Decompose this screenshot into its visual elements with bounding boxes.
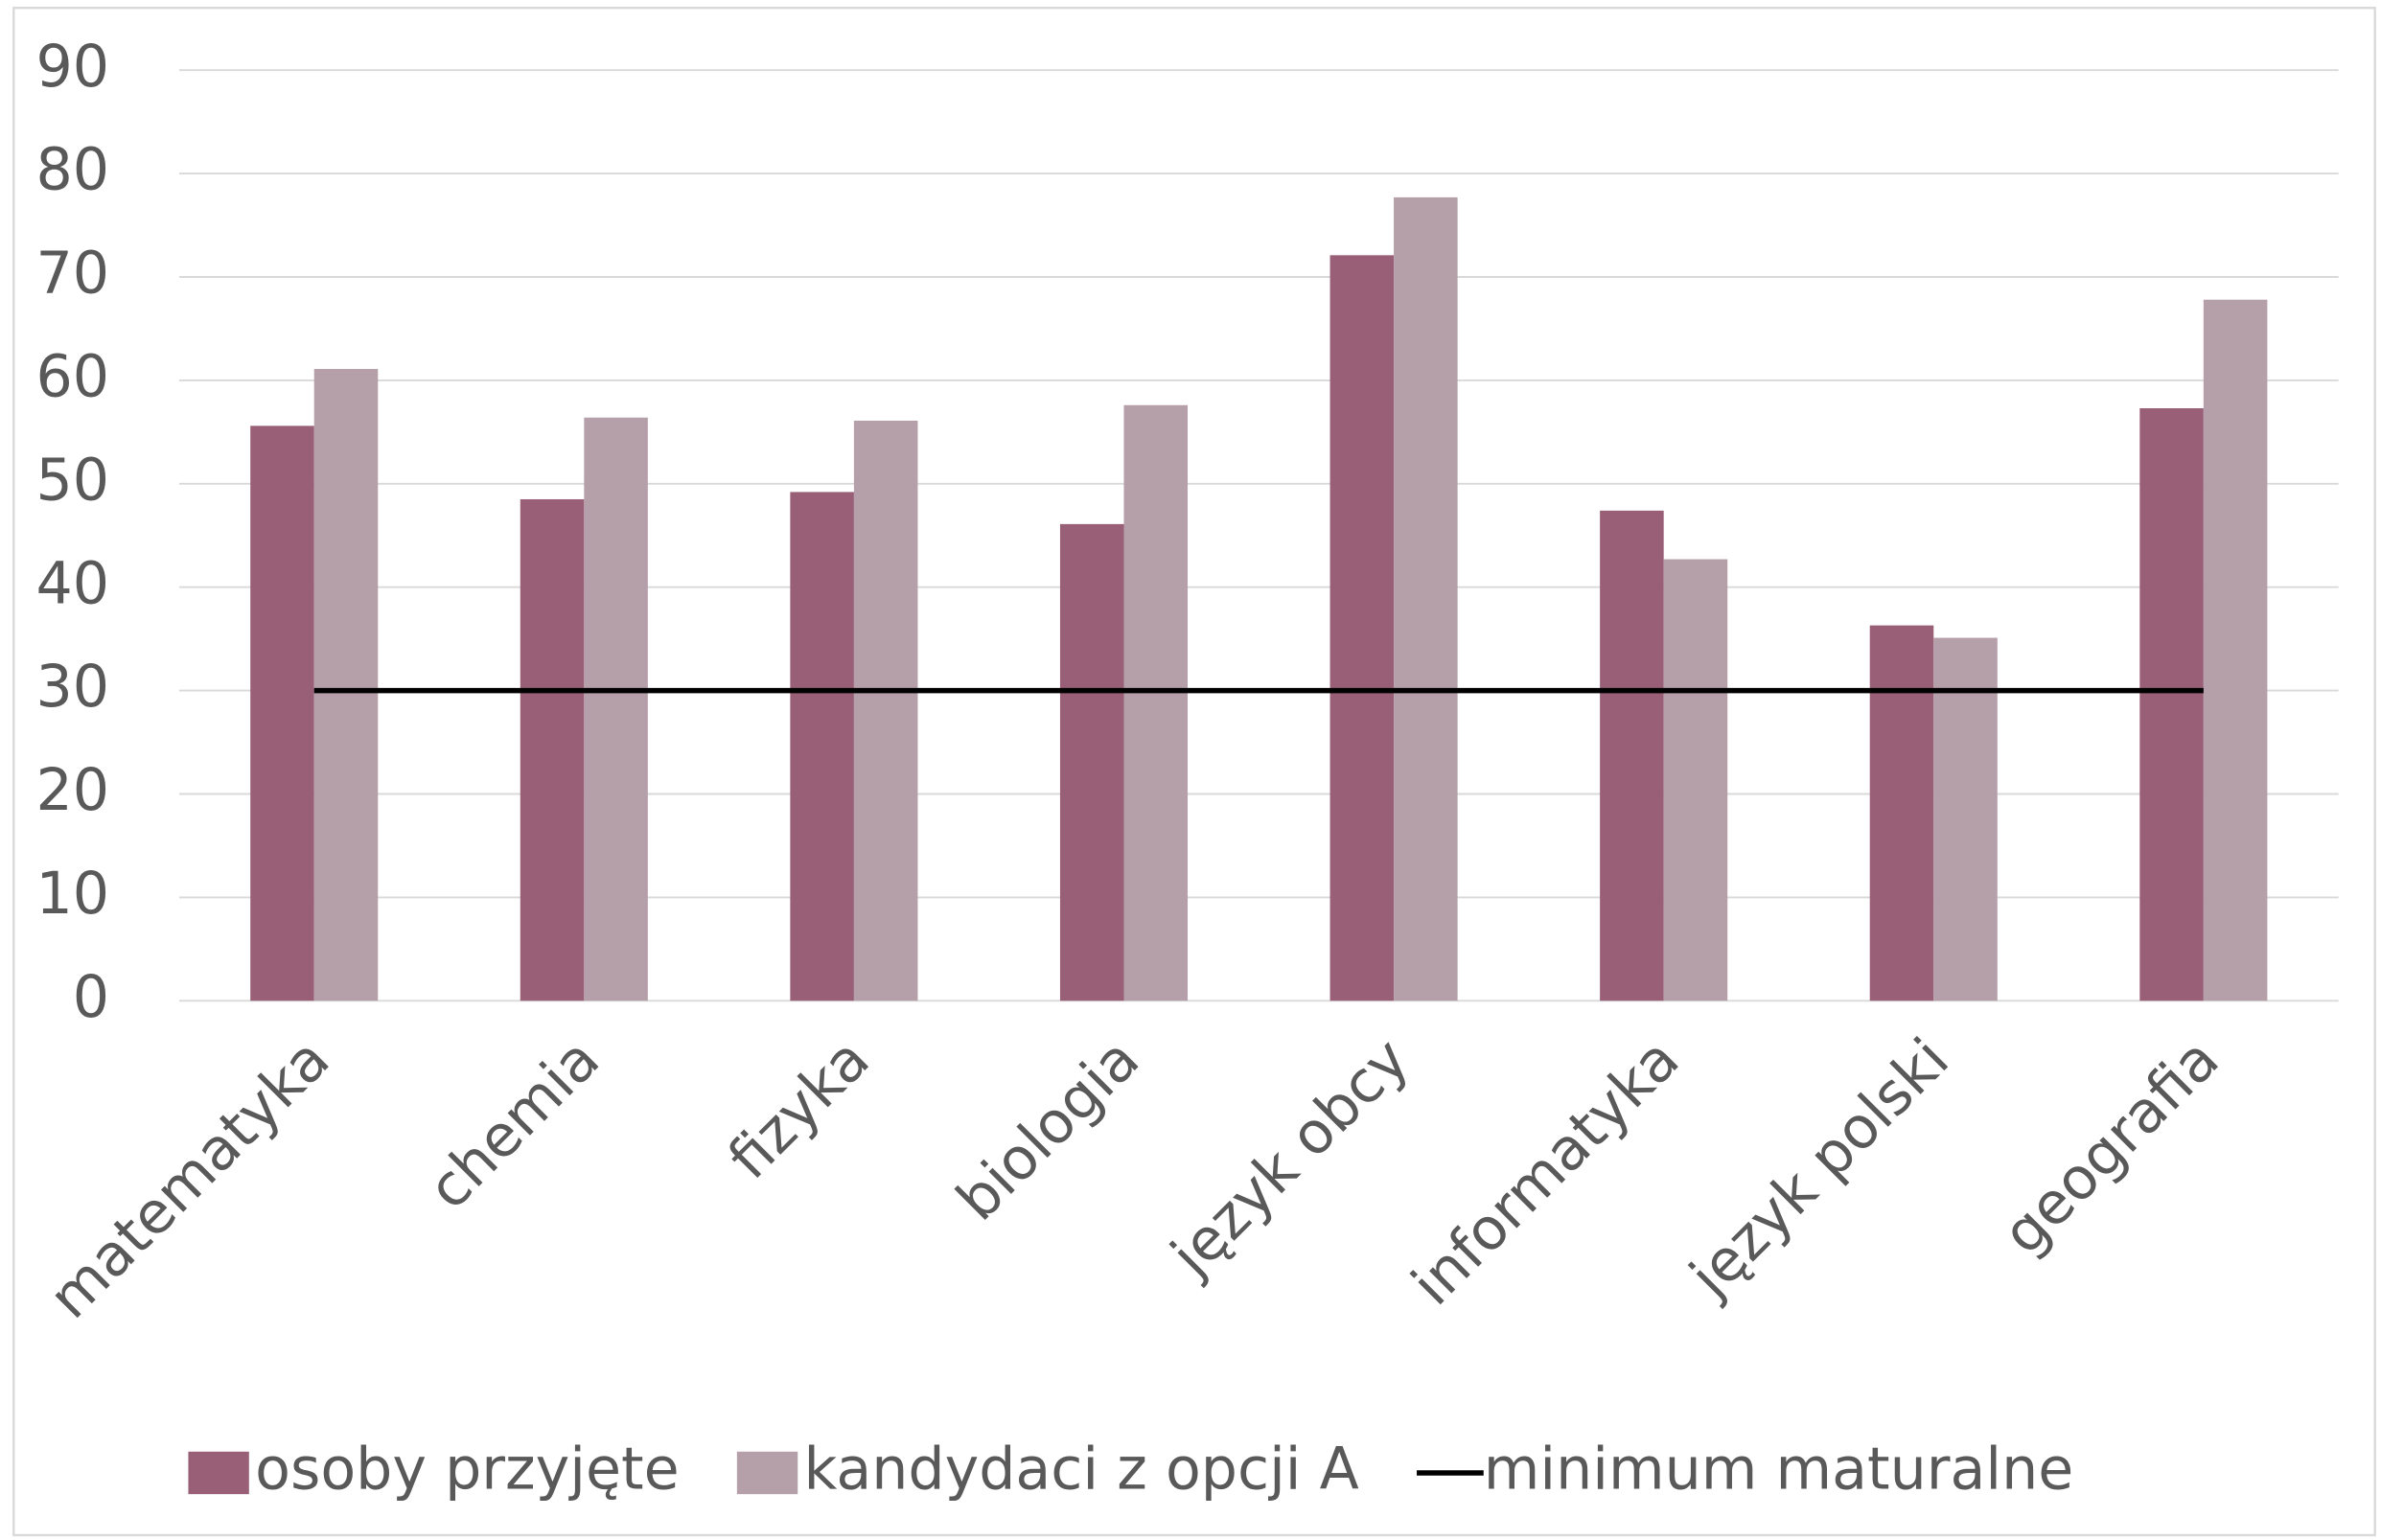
y-tick-label: 60 bbox=[35, 343, 109, 410]
bar bbox=[1663, 559, 1728, 1001]
bar bbox=[1059, 523, 1124, 1001]
y-tick-label: 50 bbox=[35, 447, 109, 514]
bar bbox=[1123, 404, 1189, 1001]
bar bbox=[520, 498, 585, 1001]
y-tick-label: 40 bbox=[35, 550, 109, 617]
bar bbox=[1933, 637, 1998, 1001]
bar bbox=[1329, 255, 1395, 1001]
legend-swatch bbox=[188, 1451, 249, 1495]
y-tick-label: 90 bbox=[35, 34, 109, 101]
y-tick-label: 20 bbox=[35, 757, 109, 824]
legend-label: osoby przyjęte bbox=[255, 1437, 680, 1504]
bar bbox=[313, 369, 379, 1001]
bar bbox=[584, 417, 648, 1001]
bar bbox=[1869, 625, 1934, 1001]
y-tick-label: 80 bbox=[35, 137, 109, 204]
bar bbox=[853, 420, 918, 1001]
bar bbox=[1600, 510, 1664, 1001]
legend-label: minimum maturalne bbox=[1484, 1437, 2074, 1504]
legend-swatch bbox=[736, 1451, 798, 1495]
y-tick-label: 70 bbox=[35, 241, 109, 308]
legend-label: kandydaci z opcji A bbox=[804, 1437, 1359, 1504]
bar bbox=[790, 492, 854, 1001]
y-tick-label: 30 bbox=[35, 654, 109, 721]
y-tick-label: 10 bbox=[35, 861, 109, 928]
bar bbox=[250, 425, 314, 1001]
bar bbox=[1394, 196, 1458, 1001]
bar bbox=[2139, 408, 2204, 1001]
bar bbox=[2203, 299, 2268, 1001]
y-tick-label: 0 bbox=[73, 964, 109, 1031]
